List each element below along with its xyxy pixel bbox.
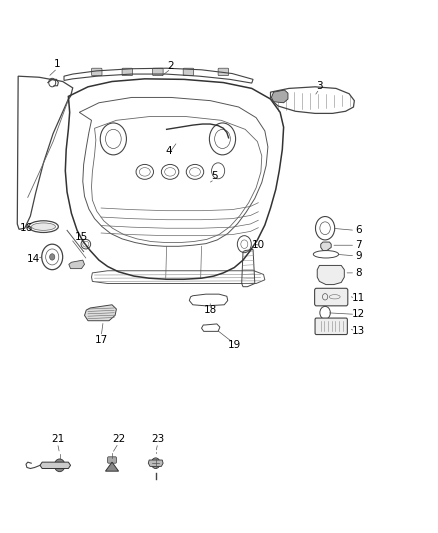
Text: 23: 23 (151, 434, 165, 445)
Text: 18: 18 (204, 305, 217, 315)
FancyBboxPatch shape (108, 457, 117, 463)
Text: 13: 13 (352, 326, 365, 336)
Text: 6: 6 (355, 225, 362, 236)
FancyBboxPatch shape (218, 68, 229, 76)
Text: 1: 1 (54, 60, 61, 69)
FancyBboxPatch shape (183, 68, 194, 76)
Polygon shape (148, 460, 163, 466)
Polygon shape (69, 260, 85, 269)
Text: 16: 16 (19, 223, 33, 233)
Text: 9: 9 (355, 251, 362, 261)
Text: 10: 10 (252, 240, 265, 250)
Ellipse shape (32, 223, 56, 230)
Circle shape (49, 254, 55, 260)
Text: 5: 5 (211, 171, 218, 181)
Text: 7: 7 (355, 240, 362, 250)
Text: 21: 21 (51, 434, 64, 445)
FancyBboxPatch shape (92, 68, 102, 76)
FancyBboxPatch shape (315, 318, 347, 335)
FancyBboxPatch shape (122, 68, 133, 76)
Polygon shape (317, 265, 344, 285)
Text: 8: 8 (355, 268, 362, 278)
Polygon shape (272, 90, 288, 103)
Text: 12: 12 (352, 309, 365, 319)
Text: 15: 15 (75, 232, 88, 243)
Text: 14: 14 (27, 254, 40, 263)
Circle shape (151, 458, 160, 469)
Circle shape (54, 459, 65, 472)
FancyBboxPatch shape (152, 68, 163, 76)
Polygon shape (85, 305, 117, 321)
Polygon shape (40, 462, 71, 469)
Text: 22: 22 (112, 434, 125, 445)
Text: 19: 19 (228, 340, 241, 350)
Text: 17: 17 (95, 335, 108, 345)
Text: 4: 4 (166, 146, 172, 156)
Text: 11: 11 (352, 293, 365, 303)
FancyBboxPatch shape (314, 288, 348, 306)
Text: 2: 2 (168, 61, 174, 70)
Polygon shape (321, 242, 331, 251)
Polygon shape (106, 462, 119, 471)
Text: 3: 3 (316, 81, 323, 91)
